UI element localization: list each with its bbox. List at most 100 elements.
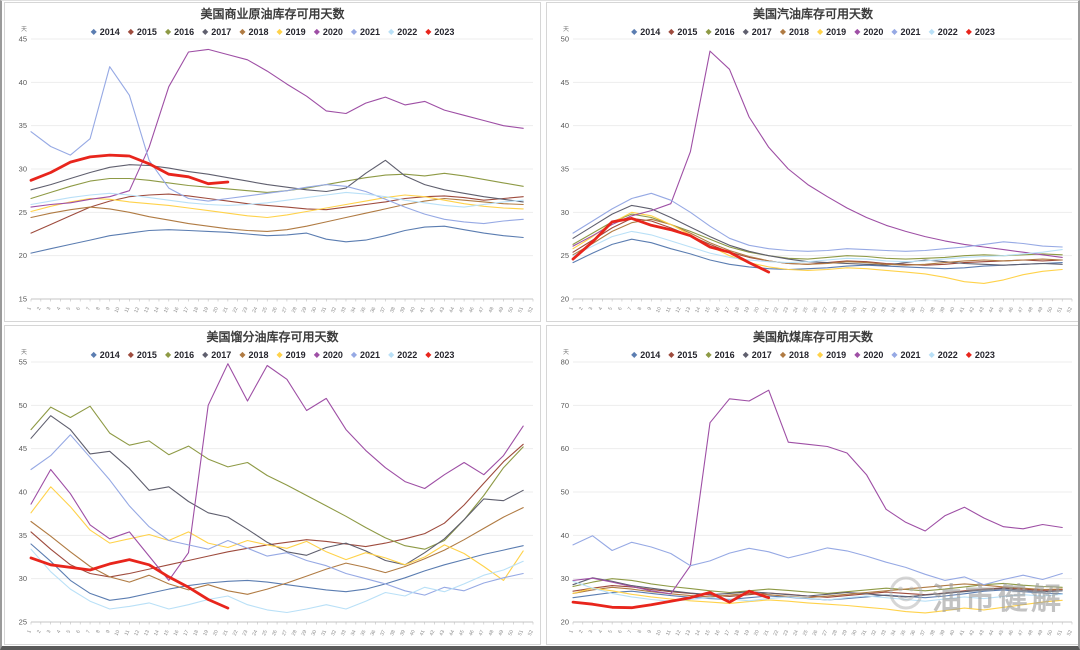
chart-plot-jetfuel: 80 70 60 50 40 30 20 天 1 2 3 4 5 6 7 8 9 10 11 12 13 14 15 16 17… — [547, 326, 1078, 644]
legend-item-label: 2017 — [751, 350, 772, 360]
legend-item-label: 2019 — [826, 27, 847, 37]
x-tick-label: 40 — [949, 306, 957, 314]
x-tick-label: 10 — [655, 306, 663, 314]
x-tick-label: 27 — [821, 306, 829, 314]
x-tick-label: 41 — [419, 629, 427, 637]
y-tick-label: 45 — [19, 35, 27, 44]
x-tick-label: 19 — [743, 306, 751, 314]
x-tick-label: 25 — [261, 306, 269, 314]
x-tick-label: 12 — [675, 306, 683, 314]
series-line-2023 — [29, 556, 230, 610]
x-tick-label: 24 — [251, 306, 259, 314]
x-tick-label: 51 — [1056, 306, 1064, 314]
x-tick-label: 40 — [409, 629, 417, 637]
y-tick-label: 20 — [561, 618, 569, 627]
y-tick-label: 45 — [561, 78, 569, 87]
x-tick-label: 17 — [724, 629, 732, 637]
x-tick-label: 23 — [242, 629, 250, 637]
legend-item-2021: ◆ 2021 — [351, 350, 380, 360]
y-axis-unit: 天 — [563, 26, 569, 33]
x-tick-label: 13 — [684, 306, 692, 314]
y-tick-label: 15 — [19, 295, 27, 304]
x-tick-label: 25 — [261, 629, 269, 637]
series-line-2022 — [30, 191, 524, 208]
x-tick-label: 7 — [627, 629, 634, 634]
legend-marker-icon: ◆ — [928, 27, 935, 36]
legend-item-2022: ◆ 2022 — [929, 27, 958, 37]
legend-item-label: 2020 — [322, 27, 343, 37]
x-tick-label: 1 — [568, 306, 575, 311]
x-tick-label: 31 — [320, 629, 328, 637]
legend-item-2020: ◆ 2020 — [314, 27, 343, 37]
x-tick-label: 43 — [978, 306, 986, 314]
x-tick-label: 37 — [919, 306, 927, 314]
x-tick-label: 8 — [637, 629, 644, 634]
series-line-2023 — [29, 153, 230, 186]
x-tick-label: 32 — [870, 629, 878, 637]
x-tick-label: 39 — [399, 629, 407, 637]
legend-marker-icon: ◆ — [388, 27, 395, 36]
x-tick-label: 36 — [370, 629, 378, 637]
x-tick-label: 16 — [714, 629, 722, 637]
x-tick-label: 49 — [497, 306, 505, 314]
series-line-2021 — [572, 192, 1063, 252]
x-tick-label: 20 — [753, 306, 761, 314]
x-tick-label: 11 — [124, 629, 132, 636]
legend-marker-icon: ◆ — [202, 27, 209, 36]
x-tick-label: 4 — [56, 629, 63, 634]
legend-item-2014: ◆ 2014 — [631, 27, 660, 37]
x-tick-label: 49 — [1037, 306, 1045, 314]
x-tick-label: 9 — [105, 629, 112, 634]
x-tick-label: 11 — [665, 629, 673, 636]
x-tick-label: 31 — [861, 306, 869, 314]
legend-marker-icon: ◆ — [854, 350, 861, 359]
legend-item-2019: ◆ 2019 — [277, 27, 306, 37]
legend-item-2015: ◆ 2015 — [128, 350, 157, 360]
x-tick-label: 36 — [909, 306, 917, 314]
y-tick-label: 40 — [561, 121, 569, 130]
legend-item-2015: ◆ 2015 — [668, 350, 697, 360]
legend-item-label: 2019 — [285, 350, 306, 360]
x-tick-label: 22 — [232, 629, 240, 637]
y-tick-label: 50 — [561, 488, 569, 497]
chart-title-jetfuel: 美国航煤库存可用天数 — [752, 330, 873, 344]
series-line-2019 — [30, 486, 524, 581]
x-tick-label: 24 — [251, 629, 259, 637]
x-tick-label: 33 — [880, 629, 888, 637]
x-tick-label: 9 — [646, 629, 653, 634]
x-tick-label: 34 — [350, 629, 358, 637]
x-tick-label: 48 — [488, 306, 496, 314]
x-tick-label: 52 — [527, 306, 535, 314]
x-tick-label: 27 — [281, 306, 289, 314]
x-tick-label: 42 — [968, 306, 976, 314]
y-tick-label: 30 — [19, 165, 27, 174]
legend-item-label: 2021 — [360, 27, 381, 37]
legend-marker-icon: ◆ — [965, 27, 972, 36]
legend-item-2014: ◆ 2014 — [631, 350, 660, 360]
x-tick-label: 40 — [949, 629, 957, 637]
series-line-2017 — [572, 577, 1063, 598]
x-tick-label: 34 — [890, 306, 898, 314]
legend-item-label: 2023 — [434, 27, 455, 37]
x-tick-label: 10 — [114, 629, 122, 637]
x-tick-label: 29 — [301, 306, 309, 314]
x-tick-label: 18 — [192, 629, 200, 637]
legend-item-label: 2021 — [360, 350, 381, 360]
x-tick-label: 19 — [202, 629, 210, 637]
chart-panel-distillate: 美国馏分油库存可用天数 ◆ 2014 ◆ 2015 ◆ 2016 ◆ 2017 ◆ 2018 ◆ 20… — [4, 325, 541, 645]
x-tick-label: 47 — [478, 306, 486, 314]
x-tick-label: 30 — [310, 629, 318, 637]
x-tick-label: 18 — [733, 629, 741, 637]
legend-item-2020: ◆ 2020 — [854, 350, 883, 360]
x-tick-label: 2 — [578, 306, 585, 311]
series-line-2023 — [571, 216, 771, 274]
legend-item-label: 2016 — [174, 350, 195, 360]
legend-item-label: 2016 — [174, 27, 195, 37]
legend-item-2014: ◆ 2014 — [91, 27, 120, 37]
series-line-2020 — [572, 389, 1063, 595]
x-tick-label: 51 — [517, 629, 525, 637]
x-tick-label: 39 — [399, 306, 407, 314]
x-tick-label: 44 — [448, 306, 456, 314]
x-tick-label: 35 — [360, 306, 368, 314]
x-tick-label: 20 — [212, 629, 220, 637]
